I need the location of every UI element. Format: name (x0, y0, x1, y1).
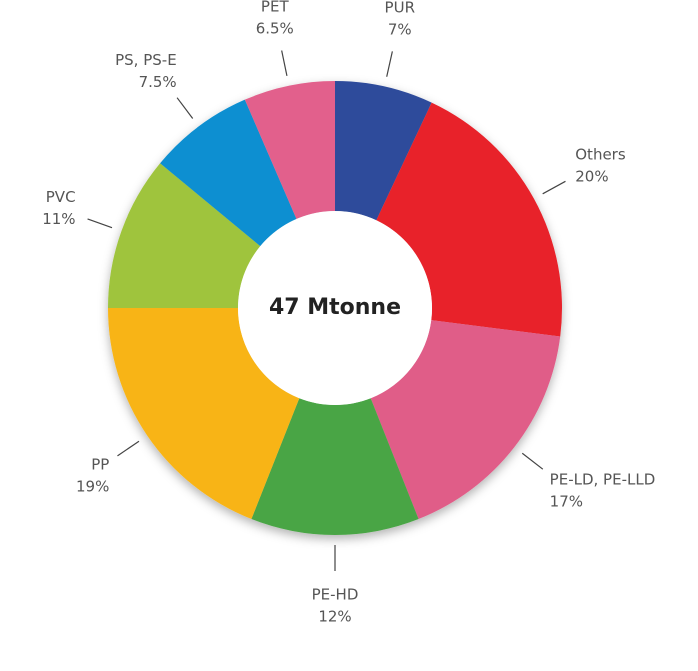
slice-value-label: 17% (550, 493, 583, 511)
slice-label: PVC (46, 188, 76, 206)
slice-value-label: 6.5% (256, 20, 294, 38)
leader-line (281, 50, 288, 77)
donut-slice (370, 320, 561, 520)
slice-value-label: 7.5% (139, 73, 177, 91)
leader-line (117, 440, 140, 457)
donut-slice (108, 163, 261, 308)
slice-value-label: 20% (575, 167, 608, 185)
leader-line (386, 51, 393, 77)
center-label: 47 Mtonne (269, 295, 401, 320)
donut-slice (335, 81, 432, 221)
slice-value-label: 11% (42, 210, 75, 228)
slice-label: PP (91, 455, 109, 473)
slice-label: PET (261, 0, 290, 16)
slice-label: Others (575, 145, 626, 163)
slice-value-label: 12% (318, 608, 351, 626)
slice-label: PE-HD (312, 586, 359, 604)
slice-label: PUR (385, 0, 415, 17)
donut-slice (160, 99, 297, 247)
donut-slice (108, 308, 300, 520)
slice-label: PE-LD, PE-LLD (550, 471, 656, 489)
donut-slice (376, 102, 562, 337)
slice-label: PS, PS-E (115, 51, 177, 69)
donut-slice (244, 81, 335, 219)
leader-line (521, 452, 544, 470)
leader-line (542, 180, 566, 195)
donut (108, 81, 562, 535)
donut-hole (238, 211, 432, 405)
leader-line (87, 218, 113, 229)
slice-value-label: 19% (76, 477, 109, 495)
leader-line (176, 97, 194, 119)
donut-slice (251, 398, 419, 535)
slice-value-label: 7% (388, 21, 412, 39)
